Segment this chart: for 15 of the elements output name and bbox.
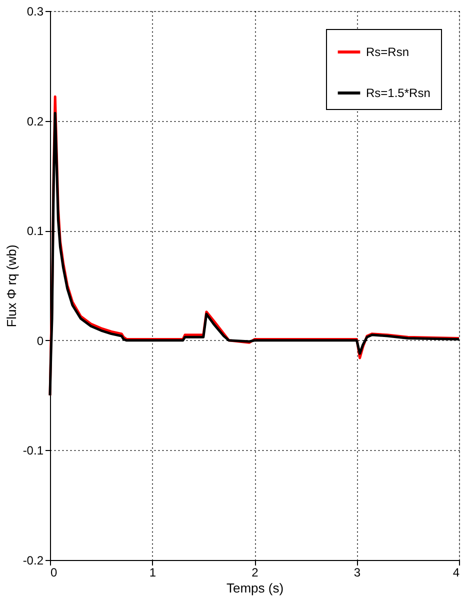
x-tick-label: 3 <box>354 566 361 580</box>
y-axis-title: Flux Φ rq (wb) <box>4 244 19 328</box>
y-tick-label: -0.2 <box>22 554 44 568</box>
legend-label: Rs=1.5*Rsn <box>366 86 430 100</box>
x-axis-title: Temps (s) <box>226 580 284 596</box>
y-tick-label: 0.1 <box>26 224 44 238</box>
x-tick-label: 2 <box>252 566 259 580</box>
x-tick-label: 4 <box>452 566 460 580</box>
y-tick-label: -0.1 <box>22 444 44 458</box>
x-tick-label: 0 <box>50 566 58 580</box>
y-tick-label: 0.3 <box>26 4 44 18</box>
legend-label: Rs=Rsn <box>366 45 410 59</box>
y-tick-label: 0.2 <box>26 114 44 128</box>
x-tick-label: 1 <box>149 566 156 580</box>
y-tick-label: 0 <box>36 334 44 348</box>
